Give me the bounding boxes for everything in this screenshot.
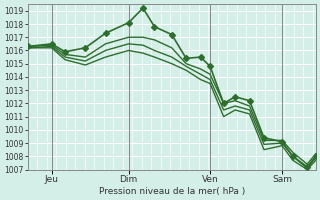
X-axis label: Pression niveau de la mer( hPa ): Pression niveau de la mer( hPa ): [99, 187, 245, 196]
